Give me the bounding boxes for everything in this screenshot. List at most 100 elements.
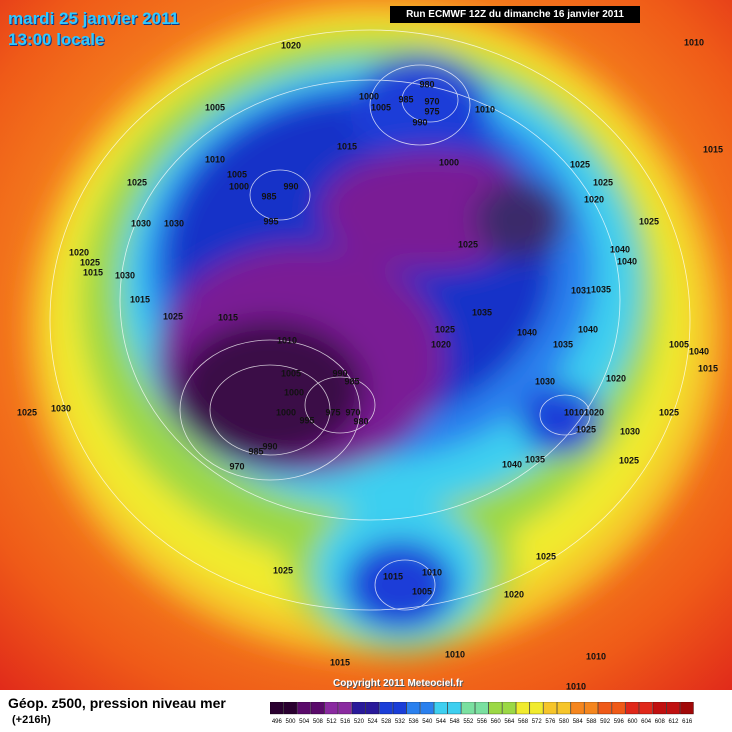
pressure-label: 1000 xyxy=(359,91,379,101)
legend-label: 568 xyxy=(518,719,529,725)
pressure-label: 1000 xyxy=(229,181,249,191)
pressure-label: 1005 xyxy=(281,368,301,378)
time: 13:00 locale xyxy=(8,30,105,49)
legend-label: 560 xyxy=(491,719,502,725)
legend-swatch xyxy=(570,702,585,715)
pressure-label: 985 xyxy=(261,191,276,201)
legend-swatch xyxy=(324,702,339,715)
pressure-label: 1020 xyxy=(504,589,524,599)
legend-label: 500 xyxy=(286,719,297,725)
pressure-label: 985 xyxy=(344,376,359,386)
legend-label: 540 xyxy=(422,719,433,725)
map-title: mardi 25 janvier 2011 13:00 locale xyxy=(8,8,179,50)
pressure-label: 1010 xyxy=(445,649,465,659)
legend-swatch xyxy=(529,702,544,715)
pressure-label: 1040 xyxy=(517,327,537,337)
legend-swatch xyxy=(283,702,298,715)
pressure-label: 1030 xyxy=(535,376,555,386)
pressure-label: 1040 xyxy=(610,244,630,254)
pressure-label: 1000 xyxy=(276,407,296,417)
pressure-label: 1025 xyxy=(273,565,293,575)
legend-swatch xyxy=(447,702,462,715)
pressure-label: 1035 xyxy=(525,454,545,464)
legend-swatch xyxy=(433,702,448,715)
pressure-label: 1005 xyxy=(412,586,432,596)
legend-label: 512 xyxy=(327,719,338,725)
pressure-label: 970 xyxy=(424,96,439,106)
pressure-label: 1020 xyxy=(431,339,451,349)
color-legend: 496 500 504 508 512 516 520 524 528 532 536 540 544 5… xyxy=(270,702,694,725)
legend-swatch xyxy=(639,702,653,715)
legend-swatch xyxy=(351,702,366,715)
pressure-label: 1025 xyxy=(17,407,37,417)
legend-label: 576 xyxy=(545,719,556,725)
legend-swatch xyxy=(392,702,407,715)
pressure-label: 1025 xyxy=(659,407,679,417)
legend-label: 592 xyxy=(600,719,611,725)
pressure-label: 995 xyxy=(299,415,314,425)
legend-swatch xyxy=(270,702,284,715)
legend-label: 516 xyxy=(340,719,351,725)
pressure-label: 1040 xyxy=(689,346,709,356)
pressure-label: 1040 xyxy=(502,459,522,469)
legend-swatch xyxy=(611,702,626,715)
legend-swatch xyxy=(338,702,352,715)
pressure-label: 1020 xyxy=(584,194,604,204)
legend-swatch xyxy=(406,702,421,715)
pressure-label: 1010 xyxy=(475,104,495,114)
legend-label: 520 xyxy=(354,719,365,725)
pressure-label: 1025 xyxy=(593,177,613,187)
geopotential-field xyxy=(30,5,720,655)
pressure-label: 975 xyxy=(325,407,340,417)
pressure-label: 1020 xyxy=(584,407,604,417)
legend-label: 552 xyxy=(463,719,474,725)
lead-time: (+216h) xyxy=(12,714,51,726)
run-info: Run ECMWF 12Z du dimanche 16 janvier 201… xyxy=(390,6,640,23)
pressure-label: 1030 xyxy=(164,218,184,228)
legend-label: 572 xyxy=(532,719,543,725)
pressure-label: 980 xyxy=(419,79,434,89)
pressure-label: 1025 xyxy=(163,311,183,321)
legend-label: 604 xyxy=(641,719,652,725)
legend-swatch xyxy=(310,702,325,715)
isobars xyxy=(49,29,691,611)
pressure-label: 980 xyxy=(353,416,368,426)
pressure-label: 1010 xyxy=(205,154,225,164)
legend-label: 616 xyxy=(682,719,693,725)
pressure-label: 970 xyxy=(229,461,244,471)
legend-label: 584 xyxy=(573,719,584,725)
caption: Géop. z500, pression niveau mer xyxy=(8,695,226,711)
pressure-label: 1020 xyxy=(281,40,301,50)
pressure-label: 1031 xyxy=(571,285,591,295)
legend-swatch xyxy=(475,702,489,715)
pressure-label: 1005 xyxy=(669,339,689,349)
pressure-label: 1025 xyxy=(536,551,556,561)
copyright: Copyright 2011 Meteociel.fr xyxy=(333,678,464,689)
pressure-label: 1020 xyxy=(69,247,89,257)
pressure-label: 1010 xyxy=(564,407,584,417)
legend-label: 544 xyxy=(436,719,447,725)
pressure-label: 1035 xyxy=(591,284,611,294)
footer: Géop. z500, pression niveau mer (+216h) … xyxy=(0,690,732,732)
legend-swatch xyxy=(297,702,311,715)
legend-swatch xyxy=(652,702,667,715)
pressure-label: 1030 xyxy=(620,426,640,436)
pressure-label: 1010 xyxy=(566,681,586,690)
pressure-label: 995 xyxy=(263,216,278,226)
pressure-label: 990 xyxy=(412,117,427,127)
legend-label: 580 xyxy=(559,719,570,725)
legend-label: 600 xyxy=(627,719,638,725)
legend-swatch xyxy=(543,702,557,715)
legend-label: 496 xyxy=(272,719,283,725)
legend-swatch xyxy=(420,702,434,715)
pressure-label: 1015 xyxy=(218,312,238,322)
pressure-label: 990 xyxy=(262,441,277,451)
legend-swatch xyxy=(488,702,503,715)
pressure-label: 1035 xyxy=(472,307,492,317)
legend-swatch xyxy=(379,702,393,715)
pressure-label: 1025 xyxy=(458,239,478,249)
legend-swatch xyxy=(365,702,380,715)
